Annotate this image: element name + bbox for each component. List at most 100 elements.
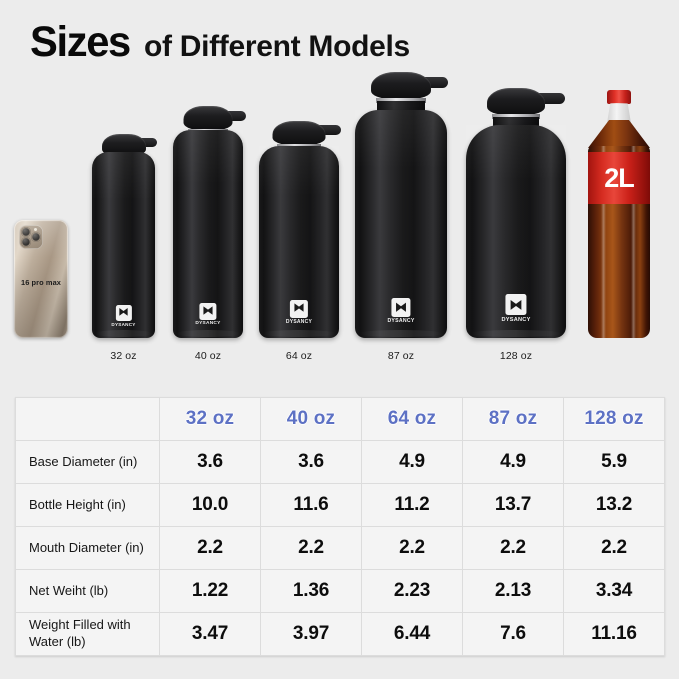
header-col-87oz: 87 oz (462, 397, 564, 441)
cell-net-weight-87oz: 2.13 (462, 569, 564, 613)
camera-lens-icon (31, 232, 41, 242)
flash-icon (33, 227, 37, 231)
camera-lens-icon (21, 227, 31, 237)
header-col-40oz: 40 oz (260, 397, 362, 441)
bottle-cap (183, 106, 233, 130)
cola-neck (607, 103, 631, 123)
bottle-caption-87oz: 87 oz (387, 350, 415, 362)
logo-text: DYSANCY (195, 321, 221, 326)
table-row: Base Diameter (in) 3.6 3.6 4.9 4.9 5.9 (15, 440, 665, 484)
cell-weight-filled-40oz: 3.97 (260, 612, 362, 656)
bottle-caption-128oz: 128 oz (499, 350, 533, 362)
cell-mouth-diameter-32oz: 2.2 (159, 526, 261, 570)
cell-mouth-diameter-64oz: 2.2 (361, 526, 463, 570)
bottle-body: ⧓ DYSANCY (466, 125, 566, 338)
logo-text: DYSANCY (285, 319, 313, 325)
cola-volume-text: 2L (604, 162, 634, 193)
bottle-cap (371, 72, 431, 99)
cell-net-weight-32oz: 1.22 (159, 569, 261, 613)
camera-module-icon (19, 225, 43, 249)
row-label-weight-filled: Weight Filled with Water (lb) (15, 612, 160, 656)
cell-net-weight-128oz: 3.34 (563, 569, 665, 613)
table-header-row: 32 oz 40 oz 64 oz 87 oz 128 oz (15, 397, 665, 441)
logo-mark-icon: ⧓ (505, 294, 527, 315)
bottle-caption-32oz: 32 oz (110, 350, 137, 362)
cell-base-diameter-87oz: 4.9 (462, 440, 564, 484)
cell-weight-filled-128oz: 11.16 (563, 612, 665, 656)
bottle-body: ⧓ DYSANCY (173, 130, 243, 338)
cell-bottle-height-128oz: 13.2 (563, 483, 665, 527)
bottle-highlight (601, 146, 606, 338)
cell-net-weight-64oz: 2.23 (361, 569, 463, 613)
logo-mark-icon: ⧓ (199, 302, 217, 320)
cell-base-diameter-64oz: 4.9 (361, 440, 463, 484)
cell-bottle-height-32oz: 10.0 (159, 483, 261, 527)
table-row: Mouth Diameter (in) 2.2 2.2 2.2 2.2 2.2 (15, 526, 665, 570)
cell-mouth-diameter-87oz: 2.2 (462, 526, 564, 570)
table-row: Bottle Height (in) 10.0 11.6 11.2 13.7 1… (15, 483, 665, 527)
phone-label: 16 pro max (20, 278, 62, 287)
page-title: Sizes of Different Models (30, 18, 410, 67)
bottle-caption-64oz: 64 oz (285, 350, 313, 362)
bottle-caption-40oz: 40 oz (194, 350, 222, 362)
logo-mark-icon: ⧓ (289, 299, 308, 318)
bottle-body: ⧓ DYSANCY (355, 110, 447, 338)
iphone-16-pro-max: 16 pro max (14, 220, 68, 338)
bottle-neck (493, 117, 539, 126)
cell-base-diameter-32oz: 3.6 (159, 440, 261, 484)
bottle-body: ⧓ DYSANCY (92, 152, 155, 338)
cell-bottle-height-64oz: 11.2 (361, 483, 463, 527)
row-label-mouth-diameter: Mouth Diameter (in) (15, 526, 160, 570)
header-blank (15, 397, 160, 441)
cola-shoulder (588, 120, 650, 148)
header-col-128oz: 128 oz (563, 397, 665, 441)
logo-text: DYSANCY (501, 317, 531, 323)
cell-weight-filled-87oz: 7.6 (462, 612, 564, 656)
logo-text: DYSANCY (387, 318, 415, 324)
brand-logo: ⧓ DYSANCY (195, 302, 221, 326)
page-title-strong: Sizes (30, 18, 131, 66)
bottle-32oz: ⧓ DYSANCY 32 oz (92, 120, 157, 362)
bottle-40oz: ⧓ DYSANCY 40 oz (173, 96, 246, 362)
cell-bottle-height-40oz: 11.6 (260, 483, 362, 527)
cell-base-diameter-40oz: 3.6 (260, 440, 362, 484)
bottle-cap (487, 88, 545, 115)
cola-cap (607, 90, 631, 104)
cell-weight-filled-64oz: 6.44 (361, 612, 463, 656)
bottle-cap (101, 134, 146, 156)
cell-mouth-diameter-128oz: 2.2 (563, 526, 665, 570)
logo-text: DYSANCY (111, 322, 136, 327)
header-col-64oz: 64 oz (361, 397, 463, 441)
cell-bottle-height-87oz: 13.7 (462, 483, 564, 527)
brand-logo: ⧓ DYSANCY (285, 299, 313, 325)
logo-mark-icon: ⧓ (115, 304, 132, 321)
table-row: Net Weiht (lb) 1.22 1.36 2.23 2.13 3.34 (15, 569, 665, 613)
bottle-collar (376, 98, 426, 103)
specs-table: 32 oz 40 oz 64 oz 87 oz 128 oz Base Diam… (15, 397, 665, 656)
cell-weight-filled-32oz: 3.47 (159, 612, 261, 656)
bottle-cap (272, 121, 326, 145)
brand-logo: ⧓ DYSANCY (111, 304, 136, 327)
bottle-64oz: ⧓ DYSANCY 64 oz (259, 103, 341, 362)
bottle-128oz: ⧓ DYSANCY 128 oz (466, 80, 566, 362)
phone-body: 16 pro max (14, 220, 68, 338)
cola-label: 2L (588, 152, 650, 204)
cell-net-weight-40oz: 1.36 (260, 569, 362, 613)
brand-logo: ⧓ DYSANCY (501, 294, 530, 323)
logo-mark-icon: ⧓ (391, 297, 411, 317)
cell-mouth-diameter-40oz: 2.2 (260, 526, 362, 570)
header-col-32oz: 32 oz (159, 397, 261, 441)
cola-bottle-2l: 2L (588, 90, 650, 338)
bottle-body: ⧓ DYSANCY (259, 146, 339, 338)
row-label-bottle-height: Bottle Height (in) (15, 483, 160, 527)
bottle-87oz: ⧓ DYSANCY 87 oz (355, 66, 448, 362)
camera-lens-icon (21, 237, 31, 247)
bottle-highlight (631, 146, 636, 338)
cell-base-diameter-128oz: 5.9 (563, 440, 665, 484)
row-label-net-weight: Net Weiht (lb) (15, 569, 160, 613)
brand-logo: ⧓ DYSANCY (387, 297, 415, 324)
product-lineup: 16 pro max ⧓ DYSANCY 32 oz ⧓ DYSANCY 40 … (0, 72, 679, 370)
bottle-collar (492, 114, 540, 119)
table-row: Weight Filled with Water (lb) 3.47 3.97 … (15, 612, 665, 656)
page-title-rest: of Different Models (143, 30, 410, 63)
